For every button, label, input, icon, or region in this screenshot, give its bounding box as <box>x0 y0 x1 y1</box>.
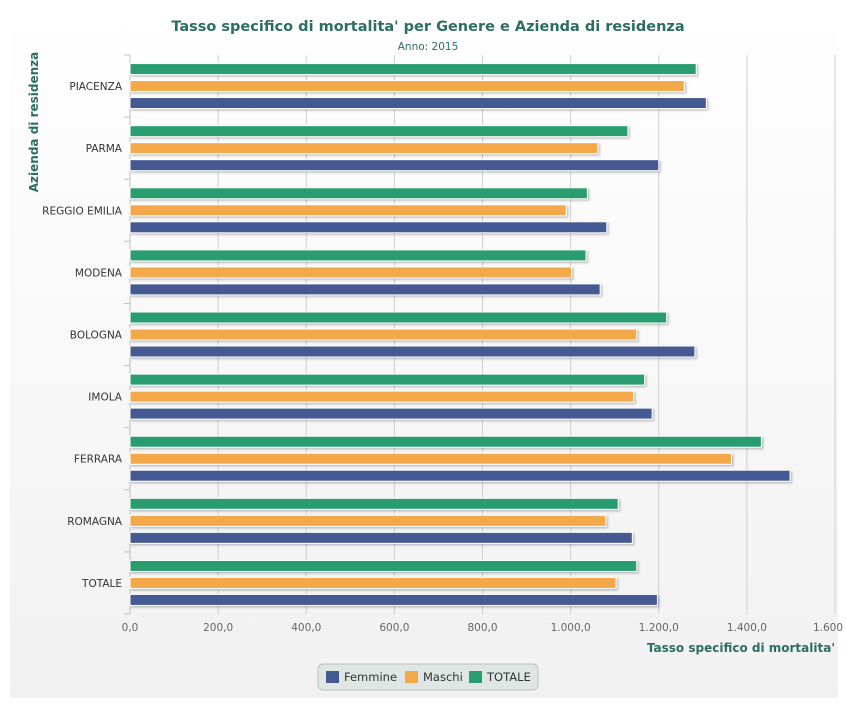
bar-totale-piacenza[interactable] <box>129 63 697 76</box>
x-tick-labels: 0,0 200,0 400,0 600,0 800,0 1.000,0 1.200,0 1.4… <box>122 622 843 634</box>
category-label: IMOLA <box>88 392 123 404</box>
legend-swatch <box>469 671 482 683</box>
chart-subtitle: Anno: 2015 <box>398 41 459 53</box>
x-tick-label: 1.600 <box>813 622 843 634</box>
x-tick-label: 0,0 <box>122 622 139 634</box>
legend-label: TOTALE <box>486 670 531 684</box>
x-tick-label: 1.400,0 <box>727 622 767 634</box>
bar-maschi-romagna[interactable] <box>129 514 607 527</box>
x-axis-title: Tasso specifico di mortalita' <box>647 641 835 655</box>
x-tick-label: 800,0 <box>467 622 497 634</box>
category-label: ROMAGNA <box>67 516 123 528</box>
legend-box <box>317 663 539 691</box>
category-label: MODENA <box>75 267 123 279</box>
legend[interactable]: Femmine Maschi TOTALE <box>317 663 539 691</box>
x-tick-label: 200,0 <box>203 622 233 634</box>
bar-totale-parma[interactable] <box>129 125 629 138</box>
legend-item-maschi[interactable]: Maschi <box>405 670 463 684</box>
legend-item-totale[interactable]: TOTALE <box>469 670 531 684</box>
bar-femmine-imola[interactable] <box>129 407 653 420</box>
bar-maschi-piacenza[interactable] <box>129 80 685 93</box>
bar-maschi-reggio-emilia[interactable] <box>129 204 567 217</box>
bar-maschi-imola[interactable] <box>129 390 635 403</box>
bar-maschi-ferrara[interactable] <box>129 452 732 465</box>
x-tick-label: 600,0 <box>379 622 409 634</box>
bar-totale-modena[interactable] <box>129 249 587 262</box>
bar-totale-reggio-emilia[interactable] <box>129 187 588 200</box>
bar-femmine-modena[interactable] <box>129 283 601 296</box>
bar-maschi-bologna[interactable] <box>129 328 638 341</box>
category-labels: PIACENZA PARMA REGGIO EMILIA MODENA BOLOGNA I… <box>42 81 123 590</box>
bar-femmine-reggio-emilia[interactable] <box>129 221 608 234</box>
bar-totale-totale[interactable] <box>129 559 638 572</box>
x-tick-label: 400,0 <box>291 622 321 634</box>
chart-title: Tasso specifico di mortalita' per Genere… <box>171 19 684 35</box>
bar-maschi-parma[interactable] <box>129 142 599 155</box>
bar-totale-bologna[interactable] <box>129 311 668 324</box>
legend-swatch <box>326 671 339 683</box>
bar-femmine-romagna[interactable] <box>129 531 633 544</box>
x-tick-label: 1.000,0 <box>551 622 591 634</box>
bar-femmine-bologna[interactable] <box>129 345 696 358</box>
category-label: TOTALE <box>81 578 122 590</box>
bar-totale-ferrara[interactable] <box>129 435 762 448</box>
legend-item-femmine[interactable]: Femmine <box>326 670 397 684</box>
bar-femmine-parma[interactable] <box>129 159 660 172</box>
category-label: PIACENZA <box>69 81 122 93</box>
bar-maschi-totale[interactable] <box>129 576 617 589</box>
category-label: PARMA <box>86 143 123 155</box>
bars <box>129 63 791 606</box>
category-label: FERRARA <box>74 454 123 466</box>
bar-totale-imola[interactable] <box>129 373 646 386</box>
bar-totale-romagna[interactable] <box>129 497 619 510</box>
x-tick-label: 1.200,0 <box>639 622 679 634</box>
category-label: REGGIO EMILIA <box>42 205 123 217</box>
legend-swatch <box>405 671 418 683</box>
bar-maschi-modena[interactable] <box>129 266 573 279</box>
legend-label: Femmine <box>344 670 397 684</box>
y-axis-title: Azienda di residenza <box>27 52 41 192</box>
legend-label: Maschi <box>423 670 463 684</box>
bar-femmine-totale[interactable] <box>129 593 658 606</box>
bar-femmine-ferrara[interactable] <box>129 469 791 482</box>
category-label: BOLOGNA <box>70 330 123 342</box>
bar-femmine-piacenza[interactable] <box>129 97 707 110</box>
